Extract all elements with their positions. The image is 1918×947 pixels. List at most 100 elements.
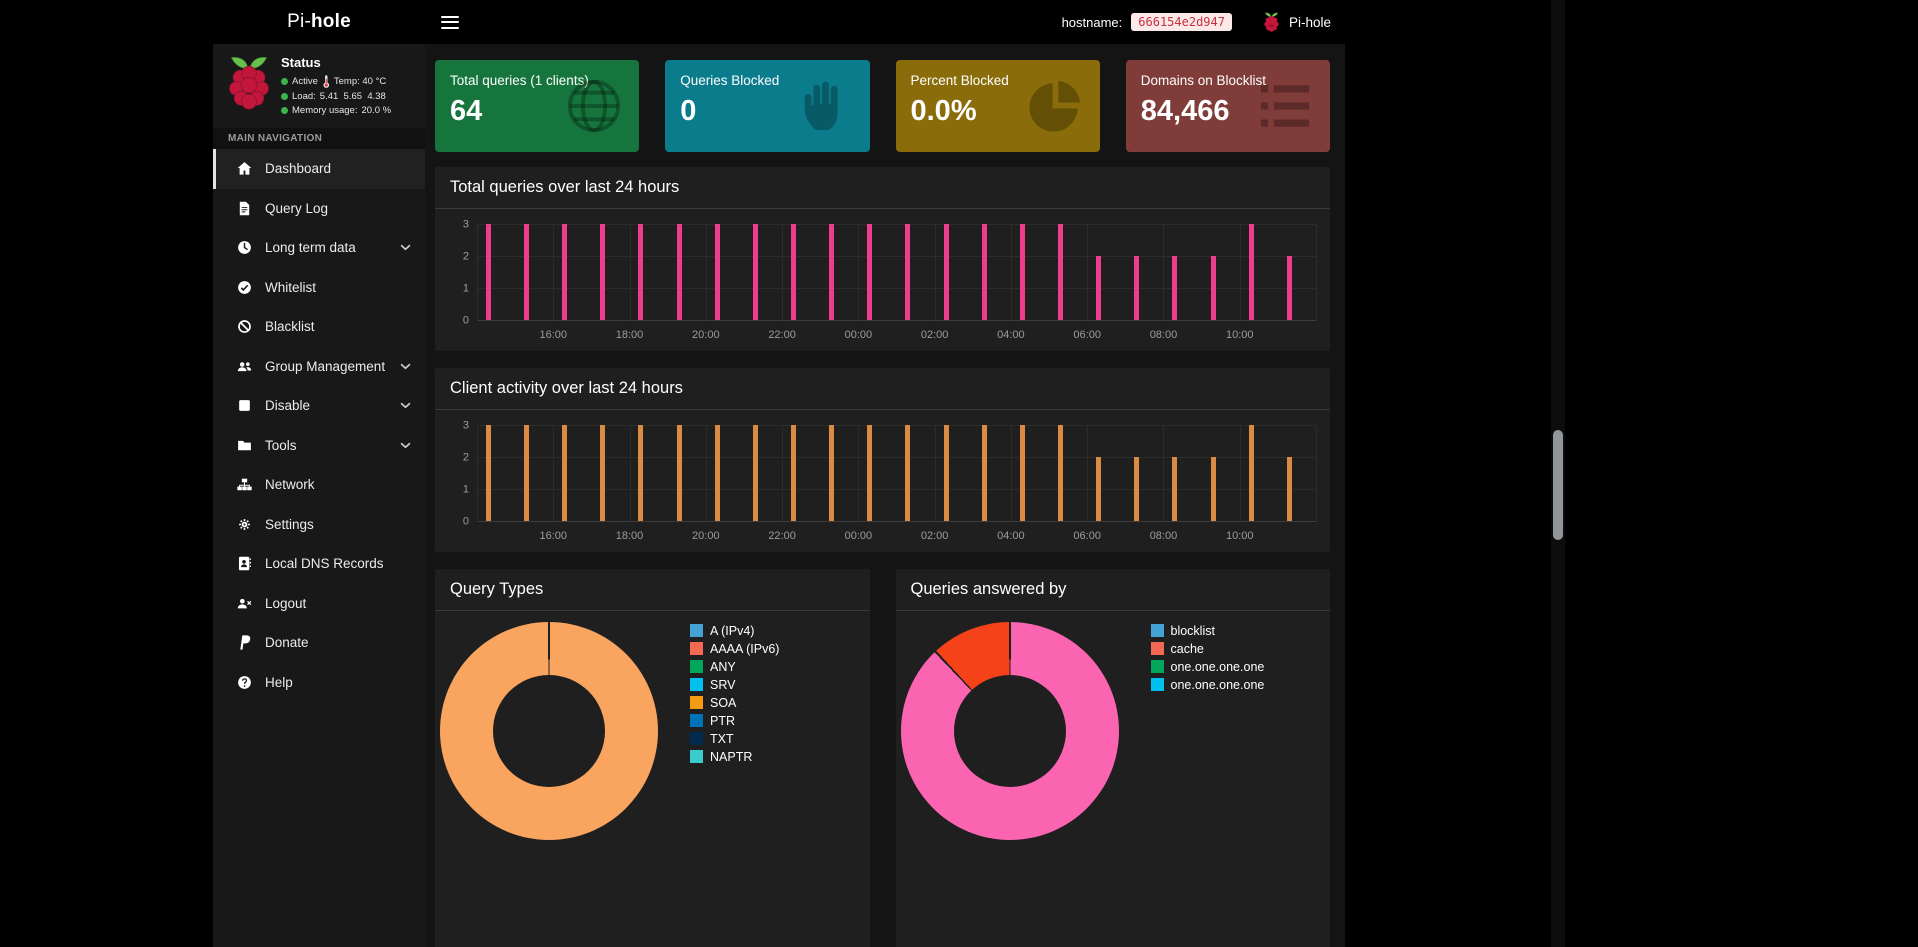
status-active-label: Active: [292, 76, 318, 87]
bar[interactable]: [1096, 457, 1102, 521]
sidebar-item-label: Help: [265, 674, 293, 690]
bar[interactable]: [676, 425, 682, 521]
bar[interactable]: [752, 425, 758, 521]
bar[interactable]: [1172, 256, 1178, 320]
bar[interactable]: [1019, 425, 1025, 521]
bar[interactable]: [1057, 425, 1063, 521]
bar[interactable]: [1096, 256, 1102, 320]
summary-cards-row: Total queries (1 clients) 64 Queries Block…: [435, 60, 1330, 152]
bar[interactable]: [638, 425, 644, 521]
bar[interactable]: [676, 224, 682, 320]
bar[interactable]: [867, 425, 873, 521]
sidebar-item-logout[interactable]: Logout: [213, 584, 425, 624]
doughnut-chart[interactable]: [900, 622, 1119, 840]
legend-label: one.one.one.one: [1170, 677, 1265, 692]
bar[interactable]: [752, 224, 758, 320]
bar[interactable]: [1019, 224, 1025, 320]
bar[interactable]: [1286, 256, 1292, 320]
brand-logo-link[interactable]: Pi-hole: [213, 11, 425, 33]
bar[interactable]: [638, 224, 644, 320]
x-axis-tick-label: 06:00: [1073, 530, 1101, 542]
bar[interactable]: [829, 425, 835, 521]
bar[interactable]: [981, 425, 987, 521]
chart-plot-area[interactable]: 0 1 2 3: [463, 420, 1317, 527]
scrollbar-thumb[interactable]: [1553, 430, 1563, 540]
legend-item[interactable]: blocklist: [1150, 624, 1265, 638]
sidebar-item-group-management[interactable]: Group Management: [213, 347, 425, 387]
bar[interactable]: [1172, 457, 1178, 521]
legend-item[interactable]: cache: [1150, 642, 1265, 656]
bar[interactable]: [485, 224, 491, 320]
legend-item[interactable]: SOA: [690, 696, 779, 710]
sidebar-item-help[interactable]: Help: [213, 663, 425, 703]
bar[interactable]: [524, 425, 530, 521]
bar[interactable]: [1057, 224, 1063, 320]
sidebar-item-tools[interactable]: Tools: [213, 426, 425, 466]
bar[interactable]: [714, 425, 720, 521]
sidebar: Status Active Temp: 40 °C Load: 5.41 5.6…: [213, 44, 425, 947]
bar[interactable]: [1210, 457, 1216, 521]
legend-label: ANY: [710, 659, 736, 674]
bar[interactable]: [867, 224, 873, 320]
bar[interactable]: [943, 425, 949, 521]
bar[interactable]: [943, 224, 949, 320]
bar[interactable]: [714, 224, 720, 320]
bar[interactable]: [905, 425, 911, 521]
bar[interactable]: [981, 224, 987, 320]
bar[interactable]: [1134, 256, 1140, 320]
total-queries-chart[interactable]: 0 1 2 3 16:00 18:00 20:00 22:00 00:00 02:00 04:00 0…: [463, 219, 1317, 351]
bar[interactable]: [1286, 457, 1292, 521]
sidebar-item-network[interactable]: Network: [213, 465, 425, 505]
panel-header: Query Types: [435, 569, 870, 611]
legend-item[interactable]: TXT: [690, 732, 779, 746]
sidebar-item-dashboard[interactable]: Dashboard: [213, 149, 425, 189]
panel-client-activity: Client activity over last 24 hours 0 1 2 3 1…: [435, 368, 1330, 552]
bar[interactable]: [1248, 425, 1254, 521]
bar[interactable]: [524, 224, 530, 320]
legend-item[interactable]: SRV: [690, 678, 779, 692]
x-axis-tick-label: 02:00: [920, 530, 949, 542]
sidebar-item-disable[interactable]: Disable: [213, 386, 425, 426]
user-menu-label[interactable]: Pi-hole: [1288, 14, 1331, 30]
sidebar-item-blacklist[interactable]: Blacklist: [213, 307, 425, 347]
page-scrollbar[interactable]: [1551, 0, 1565, 947]
client-activity-chart[interactable]: 0 1 2 3 16:00 18:00 20:00 22:00 00:00 02:00 04:00 0…: [463, 420, 1317, 552]
bar[interactable]: [562, 224, 568, 320]
sidebar-section-label: MAIN NAVIGATION: [213, 128, 425, 149]
sidebar-item-settings[interactable]: Settings: [213, 505, 425, 545]
bar[interactable]: [791, 425, 797, 521]
bar[interactable]: [905, 224, 911, 320]
chart-plot-area[interactable]: 0 1 2 3: [463, 219, 1317, 326]
bar[interactable]: [791, 224, 797, 320]
sidebar-item-donate[interactable]: Donate: [213, 623, 425, 663]
legend-swatch: [1150, 660, 1164, 673]
x-axis-tick-label: 08:00: [1149, 329, 1178, 341]
gridline-vertical: [705, 426, 707, 522]
sidebar-item-local-dns-records[interactable]: Local DNS Records: [213, 544, 425, 584]
legend-item[interactable]: ANY: [690, 659, 779, 674]
bar[interactable]: [1210, 256, 1216, 320]
pihole-admin-window: Pi-hole hostname: 666154e2d947 Pi-hole S…: [213, 0, 1345, 947]
sidebar-item-query-log[interactable]: Query Log: [213, 189, 425, 229]
legend-item[interactable]: AAAA (IPv6): [690, 642, 779, 656]
bar[interactable]: [562, 425, 568, 521]
sidebar-item-long-term-data[interactable]: Long term data: [213, 228, 425, 268]
status-line-active: Active Temp: 40 °C: [281, 75, 391, 88]
bar[interactable]: [600, 224, 606, 320]
legend-item[interactable]: A (IPv4): [690, 624, 779, 638]
sidebar-item-whitelist[interactable]: Whitelist: [213, 268, 425, 308]
legend-item[interactable]: one.one.one.one: [1150, 677, 1265, 692]
bar[interactable]: [485, 425, 491, 521]
doughnut-chart[interactable]: [440, 622, 658, 840]
sidebar-toggle-button[interactable]: [441, 15, 459, 29]
bar[interactable]: [1134, 457, 1140, 521]
x-axis-tick-label: 22:00: [768, 329, 796, 341]
legend-item[interactable]: PTR: [690, 714, 779, 728]
legend-item[interactable]: NAPTR: [690, 750, 779, 764]
gridline-vertical: [553, 225, 555, 321]
bar[interactable]: [600, 425, 606, 521]
legend-item[interactable]: one.one.one.one: [1150, 660, 1264, 674]
bar[interactable]: [829, 224, 835, 320]
bar[interactable]: [1248, 224, 1254, 320]
x-axis-tick-label: 00:00: [844, 329, 873, 341]
